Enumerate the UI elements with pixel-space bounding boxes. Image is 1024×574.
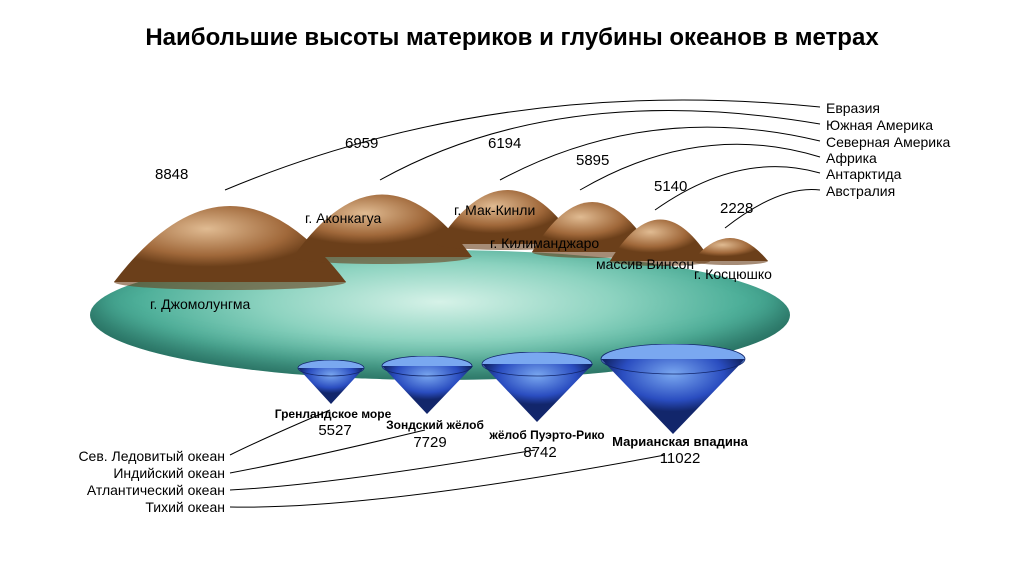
continent-label-0: Евразия	[826, 100, 880, 116]
continent-label-3: Африка	[826, 150, 877, 166]
continent-label-5: Австралия	[826, 183, 895, 199]
trench-name-3: Марианская впадина	[605, 434, 755, 449]
mountain-name-3: г. Килиманджаро	[490, 235, 599, 251]
trench-sunda	[380, 356, 475, 416]
trench-depth-3: 11022	[640, 450, 720, 467]
trench-name-1: Зондский жёлоб	[375, 418, 495, 432]
mountain-kosciuszko	[690, 230, 770, 265]
mountain-name-1: г. Аконкагуа	[305, 210, 381, 226]
trench-mariana	[598, 344, 748, 436]
trench-greenland	[296, 360, 366, 405]
trench-depth-2: 8742	[505, 444, 575, 461]
ocean-label-0: Сев. Ледовитый океан	[60, 448, 225, 464]
mountain-height-2: 6194	[488, 135, 521, 152]
trench-depth-1: 7729	[395, 434, 465, 451]
ocean-label-3: Тихий океан	[60, 499, 225, 515]
ocean-label-1: Индийский океан	[60, 465, 225, 481]
mountain-height-4: 5140	[654, 178, 687, 195]
continent-label-4: Антарктида	[826, 166, 901, 182]
mountain-name-0: г. Джомолунгма	[150, 296, 250, 312]
continent-label-1: Южная Америка	[826, 117, 933, 133]
page-title: Наибольшие высоты материков и глубины ок…	[0, 24, 1024, 52]
mountain-height-1: 6959	[345, 135, 378, 152]
infographic-area: 8848 г. Джомолунгма 6959 г. Аконкагуа 61…	[0, 60, 1024, 560]
mountain-height-5: 2228	[720, 200, 753, 217]
mountain-name-5: г. Косцюшко	[694, 266, 772, 282]
trench-depth-0: 5527	[300, 422, 370, 439]
ocean-label-2: Атлантический океан	[60, 482, 225, 498]
mountain-height-3: 5895	[576, 152, 609, 169]
continent-label-2: Северная Америка	[826, 134, 950, 150]
mountain-height-0: 8848	[155, 166, 188, 183]
trench-name-2: жёлоб Пуэрто-Рико	[482, 428, 612, 442]
mountain-name-4: массив Винсон	[596, 256, 694, 272]
trench-puertorico	[480, 352, 595, 424]
mountain-name-2: г. Мак-Кинли	[454, 202, 535, 218]
